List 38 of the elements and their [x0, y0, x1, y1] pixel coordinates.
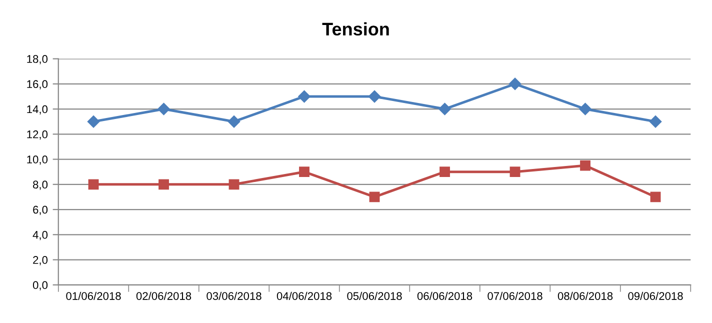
y-tick-label: 18,0 [27, 55, 48, 64]
point [228, 115, 240, 128]
point [88, 179, 99, 190]
y-tick-label: 12,0 [27, 130, 48, 140]
point [579, 102, 592, 116]
point [438, 102, 451, 116]
point [158, 179, 169, 190]
point [299, 166, 310, 178]
x-tick-label: 07/06/2018 [488, 292, 542, 300]
y-tick-label: 14,0 [27, 105, 48, 114]
y-tick-label: 2,0 [33, 256, 48, 266]
point [649, 115, 662, 128]
point [650, 192, 661, 202]
x-tick-label: 01/06/2018 [66, 292, 121, 300]
x-tick-label: 09/06/2018 [628, 292, 683, 300]
x-tick-label: 05/06/2018 [347, 292, 402, 300]
point [510, 166, 520, 178]
point [508, 78, 522, 90]
x-tick-label: 06/06/2018 [417, 292, 472, 300]
y-tick-label: 6,0 [33, 206, 48, 215]
point [228, 179, 240, 190]
chart-title: Tension [322, 22, 389, 36]
point [87, 115, 100, 128]
x-tick-label: 08/06/2018 [558, 292, 613, 300]
y-tick-label: 16,0 [27, 80, 48, 90]
y-tick-label: 10,0 [27, 156, 48, 165]
x-tick-label: 03/06/2018 [206, 292, 262, 300]
point [298, 90, 310, 103]
point [369, 192, 380, 202]
x-tick-label: 02/06/2018 [136, 292, 192, 300]
point [580, 160, 590, 171]
y-tick-label: 8,0 [33, 180, 48, 190]
y-tick-label: 4,0 [32, 230, 48, 240]
point [440, 166, 450, 178]
y-tick-label: 0,0 [32, 281, 48, 290]
point [368, 90, 381, 103]
point [158, 102, 170, 116]
x-tick-label: 04/06/2018 [276, 292, 332, 300]
